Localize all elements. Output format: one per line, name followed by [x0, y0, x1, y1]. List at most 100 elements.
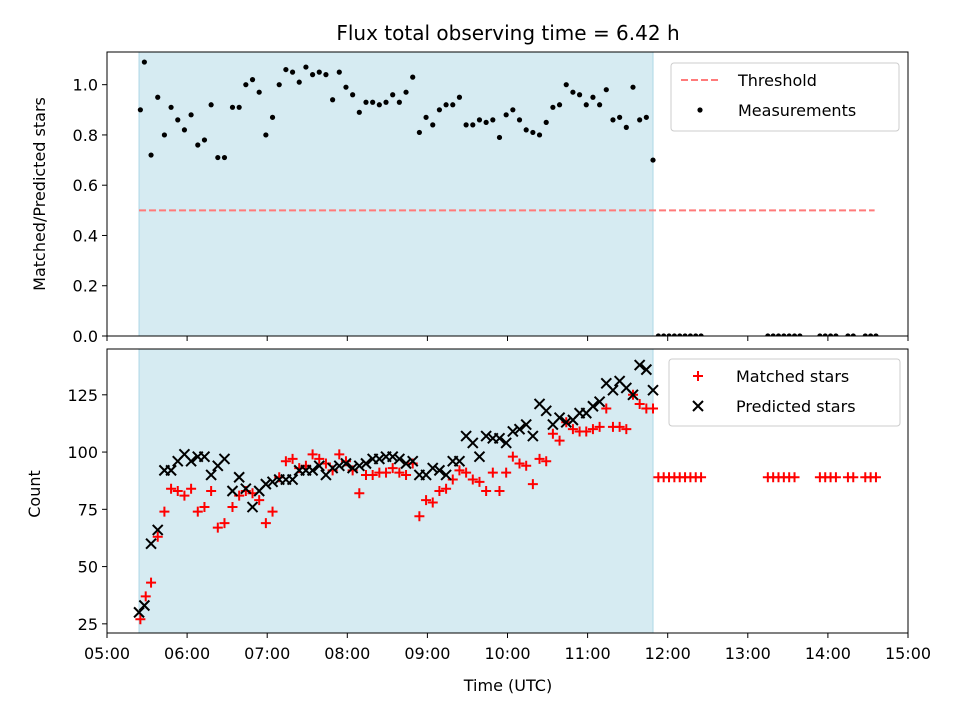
- matched-stars-point: [267, 506, 278, 517]
- matched-stars-point: [434, 486, 445, 496]
- predicted-stars-point: [185, 455, 197, 467]
- measurements-point: [243, 82, 249, 88]
- matched-stars-point: [634, 398, 645, 409]
- predicted-stars-point: [240, 483, 252, 495]
- legend-handle: [692, 400, 704, 412]
- measurements-point: [383, 99, 389, 105]
- matched-stars-point: [567, 424, 578, 435]
- measurements-point: [661, 333, 667, 336]
- measurements-point: [201, 137, 208, 143]
- matched-stars-point: [501, 467, 512, 478]
- top-y-axis-label: Matched/Predicted stars: [30, 97, 49, 291]
- legend-handle: [697, 107, 703, 113]
- measurements-point: [376, 102, 382, 108]
- predicted-stars-point: [500, 437, 512, 449]
- measurements-point: [410, 74, 416, 80]
- top-panel: 0.0 0.2 0.4 0.6 0.8 1.0 Threshold Measurements: [73, 51, 909, 346]
- measurements-point: [503, 112, 509, 118]
- matched-stars-point: [334, 449, 345, 460]
- measurements-point: [221, 154, 228, 161]
- measurements-point: [643, 114, 649, 120]
- matched-stars-point: [494, 486, 505, 496]
- predicted-stars-point: [152, 524, 164, 536]
- measurements-point: [450, 102, 456, 108]
- measurements-point: [289, 69, 296, 75]
- predicted-stars-point: [473, 450, 486, 463]
- measurements-point: [463, 122, 469, 128]
- predicted-stars-point: [360, 457, 372, 470]
- measurements-point: [563, 82, 569, 88]
- matched-stars-point: [212, 522, 223, 533]
- measurements-point: [510, 107, 516, 113]
- matched-stars-point: [307, 449, 318, 460]
- measurements-point: [330, 97, 336, 103]
- matched-stars-point: [621, 424, 632, 435]
- measurements-point: [650, 157, 656, 163]
- predicted-stars-point: [373, 453, 386, 465]
- markers: [133, 359, 881, 625]
- measurements-point: [356, 109, 362, 115]
- matched-stars-point: [152, 531, 163, 542]
- bottom-y-axis-label: Count: [25, 470, 44, 518]
- x-tick-label: 06:00: [164, 644, 210, 663]
- x-tick-label: 14:00: [805, 644, 851, 663]
- predicted-stars-point: [467, 437, 479, 449]
- y-tick-label: 100: [67, 443, 98, 462]
- matched-stars-point: [467, 474, 478, 485]
- measurements-point: [603, 87, 609, 93]
- matched-stars-point: [427, 497, 438, 508]
- legend-label: Measurements: [738, 101, 856, 120]
- measurements-point: [195, 142, 201, 148]
- measurements-point: [456, 94, 463, 100]
- measurements-point: [516, 117, 523, 123]
- measurements-point: [822, 333, 828, 336]
- measurements-point: [249, 77, 256, 83]
- matched-stars-point: [140, 591, 151, 602]
- measurements-point: [775, 333, 782, 336]
- predicted-stars-point: [226, 485, 239, 497]
- matched-stars-point: [401, 469, 412, 480]
- predicted-stars-point: [480, 430, 492, 442]
- measurements-point: [833, 333, 839, 336]
- measurements-point: [576, 92, 583, 98]
- predicted-stars-point: [393, 453, 406, 465]
- matched-stars-point: [870, 472, 881, 483]
- matched-stars-point: [648, 403, 659, 414]
- measurements-point: [543, 119, 549, 125]
- measurements-point: [687, 333, 693, 336]
- predicted-stars-point: [133, 606, 145, 619]
- predicted-stars-point: [313, 460, 325, 472]
- matched-stars-point: [414, 511, 425, 522]
- chart-title: Flux total observing time = 6.42 h: [336, 21, 679, 45]
- matched-stars-point: [354, 488, 365, 499]
- predicted-stars-point: [260, 478, 272, 490]
- matched-stars-point: [830, 472, 841, 483]
- measurements-point: [765, 333, 771, 336]
- x-tick-label: 07:00: [244, 644, 290, 663]
- predicted-stars-point: [593, 395, 606, 408]
- x-tick-label: 15:00: [885, 644, 931, 663]
- x-tick-label: 11:00: [565, 644, 611, 663]
- measurements-point: [269, 114, 276, 120]
- measurements-point: [817, 333, 823, 336]
- measurements-point: [536, 132, 543, 138]
- x-tick-label: 05:00: [84, 644, 130, 663]
- predicted-stars-point: [427, 462, 439, 474]
- measurements-point: [436, 107, 443, 113]
- x-tick-label: 10:00: [484, 644, 530, 663]
- x-tick-label: 08:00: [324, 644, 370, 663]
- matched-stars-point: [594, 421, 605, 432]
- measurements-point: [343, 84, 349, 90]
- x-tick-label: 12:00: [645, 644, 691, 663]
- predicted-stars-point: [346, 462, 359, 474]
- measurements-point: [845, 333, 851, 336]
- matched-stars-point: [474, 476, 485, 487]
- measurements-point: [168, 104, 174, 110]
- y-tick-label: 0.6: [73, 176, 98, 195]
- measurements-point: [797, 333, 803, 336]
- predicted-stars-point: [553, 412, 566, 424]
- measurements-point: [148, 152, 154, 158]
- matched-stars-point: [507, 451, 518, 462]
- measurements-point: [770, 333, 776, 336]
- measurements-point: [403, 89, 409, 95]
